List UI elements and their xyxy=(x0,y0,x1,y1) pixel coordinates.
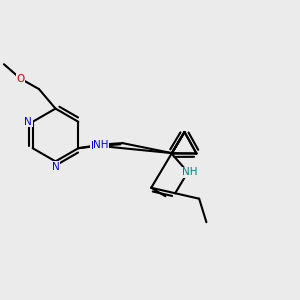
Text: O: O xyxy=(16,74,25,84)
Text: NH: NH xyxy=(182,167,197,177)
Text: NH: NH xyxy=(93,140,109,150)
Text: N: N xyxy=(24,117,32,127)
Text: N: N xyxy=(52,162,59,172)
Text: NH: NH xyxy=(91,141,106,151)
